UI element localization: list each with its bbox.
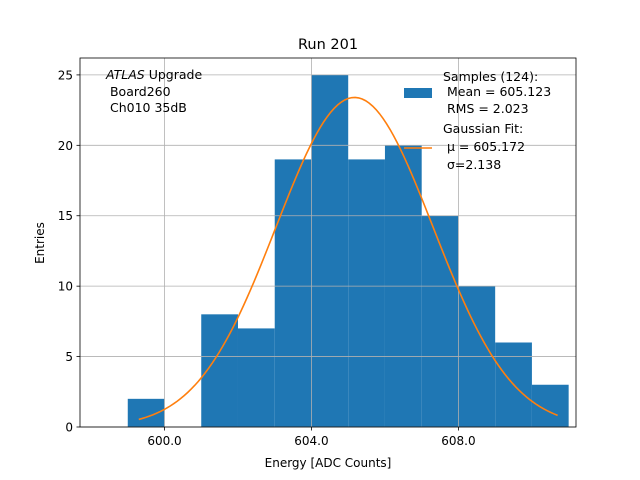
histogram-bar [237,328,275,427]
legend-fit-mu: μ = 605.172 [443,139,525,154]
histogram-bar [274,159,312,427]
y-axis-label: Entries [33,222,47,264]
atlas-upgrade-label: Upgrade [145,67,203,82]
y-tick-label: 5 [65,350,73,364]
histogram-bar [348,159,385,427]
plot-frame [79,57,577,428]
legend-samples-rms: RMS = 2.023 [443,101,529,116]
legend-fit-title: Gaussian Fit: [443,121,523,136]
legend: Samples (124): Mean = 605.123 RMS = 2.02… [404,69,551,172]
board-label: Board260 [106,84,171,99]
legend-samples-mean: Mean = 605.123 [443,84,551,99]
x-tick-label: 600.0 [147,434,181,448]
legend-samples-swatch [404,88,432,98]
atlas-label: ATLAS [105,67,145,82]
y-tick-label: 25 [58,68,73,82]
y-tick-label: 15 [58,209,73,223]
x-tick-label: 604.0 [294,434,328,448]
y-tick-label: 20 [58,139,73,153]
gaussian-fit-curve [138,96,558,421]
histogram-bar [311,74,349,428]
svg-text:ATLAS Upgrade: ATLAS Upgrade [105,67,202,82]
x-axis-label: Energy [ADC Counts] [265,456,392,470]
y-tick-label: 10 [58,280,73,294]
y-tick-label: 0 [65,421,73,435]
x-tick-label: 608.0 [441,434,475,448]
legend-fit-sigma: σ=2.138 [443,157,501,172]
channel-label: Ch010 35dB [106,100,187,115]
legend-samples-title: Samples (124): [443,69,538,84]
histogram-bar [421,215,459,427]
atlas-annotation: ATLAS Upgrade Board260 Ch010 35dB [105,67,202,115]
chart-title: Run 201 [298,37,358,53]
